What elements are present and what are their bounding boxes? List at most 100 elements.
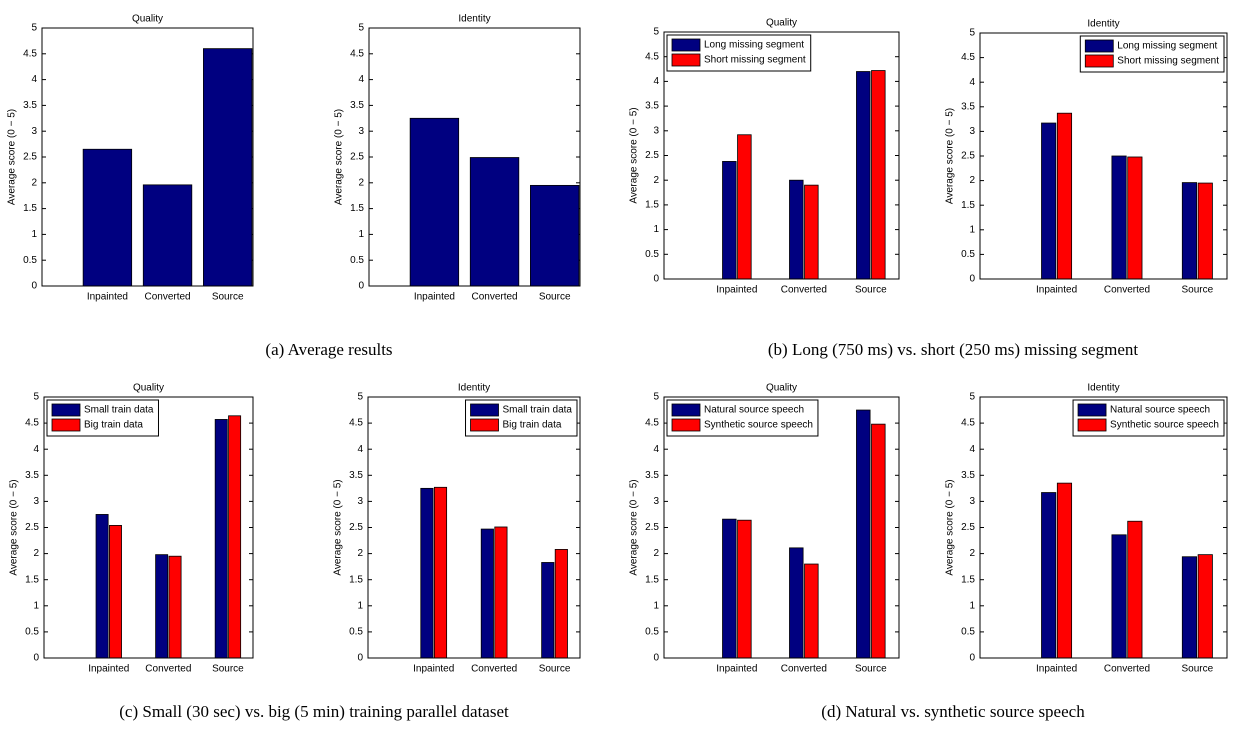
legend-label: Big train data [503,420,562,431]
y-tick-label: 2.5 [350,152,364,163]
x-tick-label: Converted [1104,285,1150,296]
x-tick-label: Source [855,285,887,296]
bar [1181,182,1198,280]
y-tick-label: 2.5 [961,522,975,533]
legend-swatch [671,38,701,52]
y-tick-label: 4 [358,74,364,85]
y-tick-label: 3 [653,496,659,507]
legend: Small train data Big train data [46,399,159,437]
y-axis-label: Average score (0 − 5) [334,109,345,205]
axes-box [41,27,254,287]
y-tick-label: 0 [33,653,39,664]
legend-swatch [671,53,701,67]
y-tick-label: 0.5 [645,627,659,638]
axes-box [43,396,254,659]
legend: Small train data Big train data [465,399,578,437]
legend-label: Synthetic source speech [1110,420,1219,431]
y-tick-label: 5 [653,27,659,38]
y-tick-label: 5 [653,392,659,403]
legend-label: Small train data [503,405,573,416]
bar [789,179,804,280]
legend-swatch [470,418,499,432]
y-tick-label: 2.5 [645,150,659,161]
bar [1041,492,1057,659]
y-tick-label: 0 [357,653,363,664]
bar [1197,182,1213,280]
y-axis-label: Average score (0 − 5) [333,479,344,575]
legend-swatch [671,403,701,417]
y-tick-label: 5 [358,23,364,34]
bar [142,184,193,287]
legend-label: Short missing segment [704,55,806,66]
bar [155,554,169,659]
legend-swatch [1084,39,1114,53]
bar [530,184,580,287]
y-axis-label: Average score (0 − 5) [945,479,956,575]
y-tick-label: 3 [31,126,37,137]
chart-title: Quality [133,383,164,394]
chart-title: Identity [1087,19,1119,30]
y-tick-label: 3.5 [961,470,975,481]
y-tick-label: 2 [653,548,659,559]
legend: Natural source speech Synthetic source sp… [1072,399,1225,437]
axes-box [979,32,1228,280]
axes-box [368,27,581,287]
bar [804,563,819,659]
bar [203,48,253,287]
y-tick-label: 1 [969,600,975,611]
y-tick-label: 2 [357,548,363,559]
y-tick-label: 3 [653,125,659,136]
y-tick-label: 3.5 [350,100,364,111]
x-tick-label: Inpainted [1036,285,1077,296]
y-tick-label: 1.5 [645,200,659,211]
x-tick-label: Converted [471,664,517,675]
y-tick-label: 3.5 [25,470,39,481]
y-tick-label: 2.5 [349,522,363,533]
bar [1056,112,1073,280]
bar [420,487,434,659]
x-tick-label: Source [212,292,244,303]
y-tick-label: 3 [358,126,364,137]
axes-box [979,396,1228,659]
y-tick-label: 5 [33,392,39,403]
y-axis-label: Average score (0 − 5) [7,109,18,205]
legend-label: Short missing segment [1117,56,1219,67]
bar [1127,520,1143,659]
x-tick-label: Inpainted [1036,664,1077,675]
y-tick-label: 4.5 [350,48,364,59]
bar [433,486,448,659]
y-tick-label: 5 [357,392,363,403]
legend-label: Long missing segment [704,40,804,51]
bar [871,423,886,659]
axes-box [367,396,581,659]
x-tick-label: Converted [781,664,827,675]
y-tick-label: 2 [33,548,39,559]
bar [494,526,508,659]
bar [469,157,520,287]
y-axis-label: Average score (0 − 5) [9,479,20,575]
x-tick-label: Inpainted [88,664,129,675]
x-tick-label: Source [1182,285,1214,296]
y-tick-label: 1.5 [25,574,39,585]
bar [1056,482,1073,659]
x-tick-label: Converted [781,285,827,296]
y-tick-label: 3.5 [645,470,659,481]
y-tick-label: 3.5 [645,101,659,112]
y-tick-label: 1 [653,600,659,611]
y-tick-label: 2.5 [645,522,659,533]
y-tick-label: 4 [33,444,39,455]
y-tick-label: 0 [31,281,37,292]
y-tick-label: 0.5 [25,627,39,638]
y-tick-label: 3 [33,496,39,507]
bar [1041,122,1057,280]
y-tick-label: 2 [969,175,975,186]
y-tick-label: 3.5 [23,100,37,111]
bar [871,70,886,280]
legend: Long missing segment Short missing segmen… [1079,35,1225,73]
y-tick-label: 0 [969,274,975,285]
y-tick-label: 4.5 [961,52,975,63]
bar [722,161,737,280]
x-tick-label: Converted [471,292,517,303]
y-axis-label: Average score (0 − 5) [629,107,640,203]
y-tick-label: 3.5 [349,470,363,481]
